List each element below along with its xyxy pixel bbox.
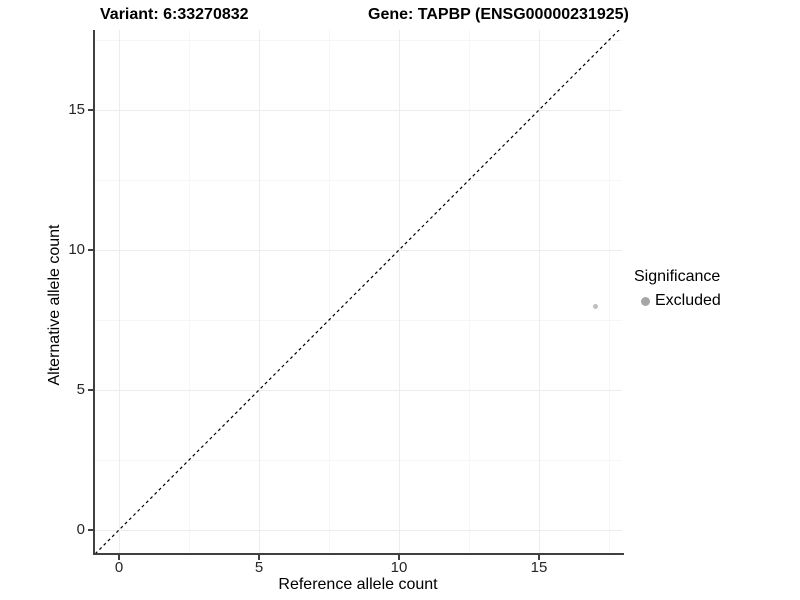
- y-axis-line: [93, 30, 95, 555]
- gridline-minor-vertical: [189, 30, 190, 553]
- y-tick-label: 15: [68, 101, 85, 118]
- gridline-major-vertical: [119, 30, 120, 553]
- gridline-major-horizontal: [95, 250, 622, 251]
- legend-item-label: Excluded: [655, 292, 721, 309]
- identity-dashed-line: [95, 30, 620, 553]
- circle-icon: [641, 297, 650, 306]
- gridline-major-horizontal: [95, 110, 622, 111]
- y-axis-title: Alternative allele count: [46, 224, 63, 386]
- y-tick: [88, 389, 93, 391]
- x-tick-label: 15: [530, 559, 548, 576]
- plot-title-variant: Variant: 6:33270832: [100, 6, 249, 23]
- plot-panel: [95, 30, 622, 553]
- x-tick: [398, 555, 400, 560]
- gridline-minor-vertical: [609, 30, 610, 553]
- y-tick: [88, 529, 93, 531]
- y-tick-label: 10: [68, 241, 85, 258]
- legend-item-excluded: Excluded: [634, 292, 794, 310]
- x-axis-title: Reference allele count: [278, 576, 438, 593]
- gridline-minor-vertical: [469, 30, 470, 553]
- legend: Significance Excluded: [634, 268, 794, 310]
- x-axis-line: [93, 553, 624, 555]
- x-tick-label: 10: [390, 559, 408, 576]
- data-point: [592, 303, 598, 309]
- x-tick-label: 5: [254, 559, 264, 576]
- legend-title: Significance: [634, 268, 721, 285]
- plot-title-gene: Gene: TAPBP (ENSG00000231925): [368, 6, 629, 23]
- gridline-major-vertical: [259, 30, 260, 553]
- y-tick-label: 5: [76, 381, 85, 398]
- gridline-minor-horizontal: [95, 320, 622, 321]
- gridline-major-horizontal: [95, 530, 622, 531]
- x-tick-label: 0: [114, 559, 124, 576]
- gridline-minor-horizontal: [95, 40, 622, 41]
- gridline-minor-horizontal: [95, 180, 622, 181]
- gridline-minor-vertical: [329, 30, 330, 553]
- y-tick-label: 0: [76, 521, 85, 538]
- gridline-minor-horizontal: [95, 460, 622, 461]
- x-tick: [538, 555, 540, 560]
- y-tick: [88, 109, 93, 111]
- y-tick: [88, 249, 93, 251]
- gridline-major-vertical: [399, 30, 400, 553]
- gridline-major-horizontal: [95, 390, 622, 391]
- x-tick: [118, 555, 120, 560]
- gridline-major-vertical: [539, 30, 540, 553]
- x-tick: [258, 555, 260, 560]
